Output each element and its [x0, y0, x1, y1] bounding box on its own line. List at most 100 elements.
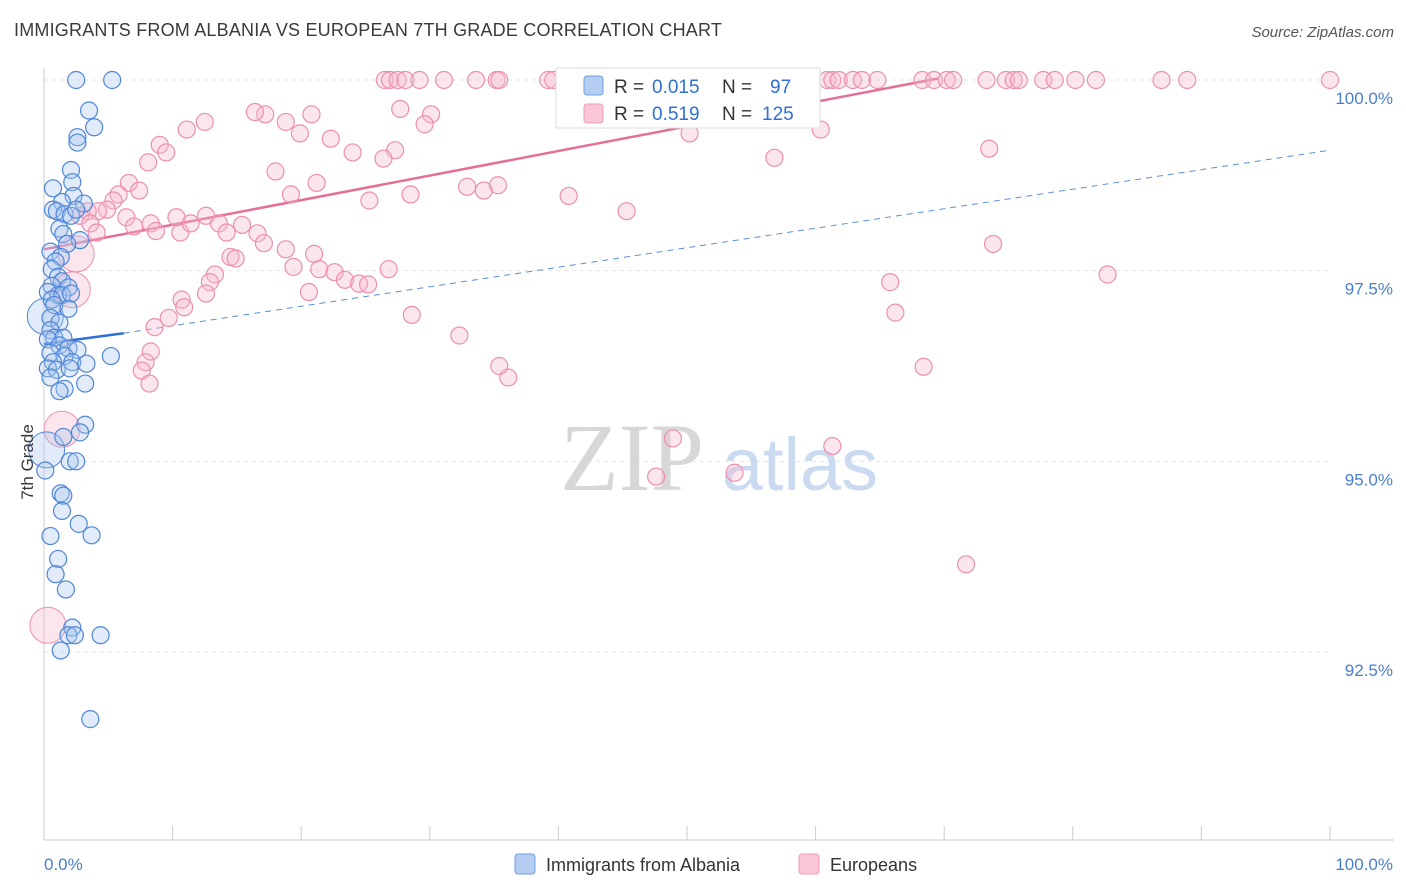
europeans-point-33	[868, 70, 887, 90]
europeans-point-44	[1066, 70, 1085, 90]
europeans-point-135	[299, 282, 319, 302]
europeans-point-48	[1320, 70, 1340, 90]
stats-n-label-europeans: N =	[722, 104, 752, 125]
europeans-point-49	[171, 223, 190, 242]
europeans-point-29	[823, 70, 842, 90]
y-axis-label: 7th Grade	[18, 424, 37, 500]
albania-point-76	[91, 626, 110, 645]
europeans-point-89	[87, 223, 106, 242]
albania-point-4	[68, 128, 87, 147]
europeans-point-138	[307, 173, 326, 193]
europeans-point-54	[196, 284, 216, 303]
europeans-point-105	[310, 260, 329, 279]
stats-n-value-europeans: 125	[762, 104, 794, 125]
axes	[43, 68, 1394, 841]
europeans-point-79	[139, 153, 158, 172]
europeans-point-72	[302, 105, 321, 124]
albania-point-77	[51, 641, 70, 660]
europeans-point-125	[956, 555, 976, 574]
europeans-point-40	[1004, 70, 1023, 90]
legend-swatch-europeans[interactable]	[798, 853, 820, 875]
europeans-point-74	[245, 102, 265, 122]
europeans-point-8	[490, 70, 509, 90]
albania-point-9	[64, 186, 83, 206]
europeans-point-77	[150, 135, 169, 154]
europeans-point-134	[450, 326, 469, 345]
stats-swatch-europeans	[583, 103, 604, 124]
europeans-point-98	[217, 223, 236, 242]
x-tick-label-1: 100.0%	[1335, 855, 1393, 874]
albania-point-72	[56, 580, 75, 599]
europeans-point-57	[159, 308, 178, 328]
europeans-point-36	[937, 70, 956, 90]
x-tick-labels: 0.0% 100.0%	[44, 855, 1393, 874]
europeans-point-115	[559, 186, 578, 206]
europeans-point-35	[924, 70, 944, 90]
europeans-point-104	[284, 257, 303, 276]
europeans-point-3	[396, 70, 415, 90]
europeans-point-118	[765, 148, 784, 167]
albania-point-71	[46, 565, 65, 584]
europeans-point-88	[81, 214, 100, 233]
europeans-point-111	[401, 185, 420, 204]
europeans-point-62	[140, 374, 159, 393]
y-tick-label-3: 92.5%	[1345, 661, 1393, 680]
europeans-point-76	[177, 120, 196, 139]
albania-point-50	[77, 354, 96, 373]
europeans-point-126	[663, 429, 682, 448]
europeans-point-99	[232, 215, 252, 235]
albania-point-8	[43, 179, 63, 198]
albania-point-5	[68, 133, 87, 152]
albania-point-41	[38, 330, 57, 349]
chart-source: Source: ZipAtlas.com	[1251, 24, 1394, 41]
europeans-point-128	[983, 234, 1003, 254]
europeans-point-136	[360, 191, 379, 210]
europeans-point-81	[130, 181, 149, 200]
europeans-point-91	[124, 217, 144, 236]
albania-point-21	[41, 242, 60, 261]
europeans-points	[29, 70, 1340, 644]
y-tick-label-2: 95.0%	[1345, 470, 1393, 489]
europeans-point-75	[195, 112, 214, 132]
y-tick-label-1: 97.5%	[1345, 280, 1393, 299]
europeans-point-107	[335, 270, 355, 289]
albania-point-62	[67, 452, 86, 471]
stats-r-label-albania: R =	[614, 77, 644, 98]
legend-label-albania[interactable]: Immigrants from Albania	[546, 855, 741, 875]
albania-point-53	[60, 359, 79, 378]
europeans-point-65	[415, 115, 434, 134]
europeans-point-56	[175, 298, 194, 317]
x-tick-label-0: 0.0%	[44, 855, 83, 874]
albania-point-14	[55, 205, 74, 224]
series-legend: Immigrants from Albania Europeans	[514, 853, 917, 875]
europeans-point-53	[200, 273, 219, 292]
albania-trend-line-dashed	[123, 149, 1331, 334]
legend-swatch-albania[interactable]	[514, 853, 536, 875]
europeans-point-51	[226, 249, 245, 268]
stats-n-label-albania: N =	[722, 77, 752, 98]
europeans-point-45	[1086, 70, 1106, 90]
grid-lines	[44, 79, 1330, 653]
europeans-point-129	[647, 467, 666, 486]
europeans-point-103	[304, 244, 324, 263]
europeans-point-70	[290, 124, 310, 143]
stats-r-value-europeans: 0.519	[652, 104, 700, 125]
europeans-point-137	[281, 185, 301, 204]
albania-point-16	[67, 200, 86, 219]
europeans-point-80	[119, 173, 138, 193]
europeans-point-120	[881, 273, 900, 292]
albania-point-0	[67, 70, 86, 90]
europeans-point-2	[388, 70, 407, 90]
europeans-point-4	[410, 70, 429, 90]
albania-point-32	[61, 284, 81, 303]
europeans-point-113	[474, 181, 493, 200]
albania-point-67	[69, 514, 88, 533]
albania-point-61	[60, 452, 79, 471]
europeans-point-84	[97, 200, 117, 219]
y-tick-label-0: 100.0%	[1335, 89, 1393, 108]
europeans-big-point-3	[29, 606, 67, 644]
europeans-point-124	[914, 357, 933, 376]
legend-label-europeans[interactable]: Europeans	[830, 855, 917, 875]
albania-point-35	[59, 299, 78, 318]
albania-points	[26, 70, 122, 729]
